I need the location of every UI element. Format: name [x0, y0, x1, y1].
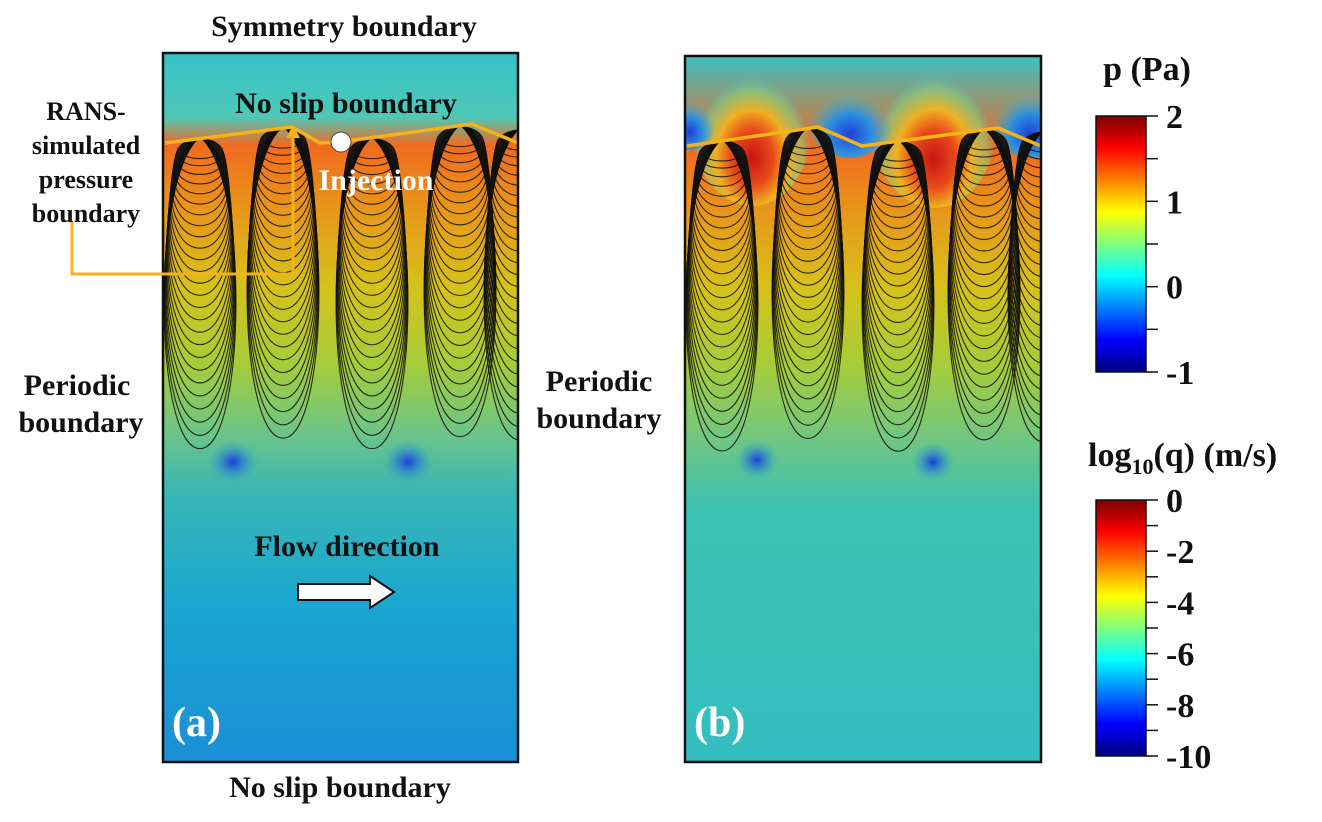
flux-colorbar-ramp: [1095, 499, 1147, 757]
pressure-colorbar: p (Pa) 2 1 0 -1: [1095, 51, 1194, 392]
panel-b-streamline: [1019, 131, 1041, 169]
panel-b-streamline: [783, 127, 833, 165]
panel-a-streamline: [495, 129, 518, 167]
panel-a-streamline: [494, 129, 518, 176]
flux-title-prefix: log: [1088, 437, 1131, 474]
flux-colorbar-title: log10(q) (m/s): [1088, 437, 1277, 479]
panel-a-streamlines: [163, 126, 518, 450]
panel-a-streamline: [163, 138, 237, 450]
panel-b-streamline: [771, 128, 845, 440]
pressure-colorbar-title: p (Pa): [1103, 51, 1191, 88]
panel-b-frame: [683, 54, 1043, 764]
periodic-left-label-1: Periodic: [24, 369, 131, 402]
panel-a-label: (a): [172, 700, 221, 746]
flow-direction-arrow: [297, 574, 396, 610]
panel-a-streamline: [436, 126, 484, 155]
panel-b: Periodic boundary (b): [536, 54, 1043, 764]
panel-b-label: (b): [694, 700, 745, 746]
injection-marker: [330, 131, 352, 153]
rans-callout-line: [70, 134, 295, 276]
panel-a-streamline: [259, 127, 307, 156]
panel-b-streamline: [782, 127, 834, 175]
panel-a-streamline: [175, 138, 225, 176]
panel-b-streamline: [947, 129, 1021, 441]
periodic-left-label-2: boundary: [18, 406, 143, 439]
panel-b-low-spot-2: [911, 442, 955, 482]
pressure-colorbar-tick-label: 2: [1166, 99, 1183, 136]
panel-a-streamline: [258, 127, 308, 165]
panel-a-streamline: [257, 127, 309, 175]
panel-b-streamline: [959, 129, 1009, 167]
panel-a-frame: [161, 51, 520, 764]
flux-colorbar-tick-label: -6: [1166, 637, 1194, 674]
panel-a-streamline: [246, 127, 320, 439]
panel-b-bottom-low: [827, 740, 963, 762]
symmetry-boundary-label: Symmetry boundary: [211, 10, 477, 43]
panel-a-streamline: [435, 126, 485, 164]
panel-b-streamline: [873, 140, 923, 178]
panel-a-streamline: [346, 138, 398, 185]
no-slip-bottom-label: No slip boundary: [229, 771, 451, 804]
rans-label-line-1: RANS-: [46, 97, 125, 126]
panel-b-streamline: [696, 140, 748, 187]
panel-a-low-spot-1: [207, 440, 259, 484]
flux-title-subscript: 10: [1131, 454, 1153, 479]
panel-a-streamline: [348, 138, 396, 167]
panel-b-streamline: [861, 140, 935, 452]
periodic-right-label-1: Periodic: [546, 365, 653, 398]
panel-a-streamline: [176, 138, 224, 167]
panel-b-streamline: [874, 140, 922, 169]
panel-b-streamline: [872, 140, 924, 188]
panel-b-pressure-low-3: [685, 90, 716, 150]
periodic-right-label-2: boundary: [536, 402, 661, 435]
pressure-colorbar-tick-label: 1: [1166, 184, 1183, 221]
panel-b-low-spot-1: [735, 440, 779, 480]
rans-callout-arrowhead: [286, 125, 300, 138]
panel-b-streamline: [958, 129, 1010, 176]
pressure-colorbar-tick-label: 0: [1166, 270, 1183, 307]
rans-label-line-3: pressure: [39, 165, 133, 194]
panel-b-interface-line: [686, 125, 1041, 148]
panel-b-streamline: [698, 140, 746, 169]
rans-label-line-4: boundary: [32, 199, 140, 228]
panel-a-streamline: [335, 138, 409, 450]
pressure-colorbar-ramp: [1095, 115, 1147, 373]
panel-b-streamline: [1007, 132, 1041, 442]
panel-b-streamlines: [685, 127, 1041, 452]
panel-a-streamline: [423, 126, 497, 438]
injection-label: Injection: [319, 164, 434, 197]
flux-colorbar: log10(q) (m/s) 0 -2 -4 -6 -8 -10: [1088, 437, 1277, 776]
flux-colorbar-tick-label: -4: [1166, 585, 1194, 622]
flux-colorbar-tick-label: -2: [1166, 534, 1194, 571]
panel-a-streamline: [483, 129, 518, 441]
panel-a-interface-line: [164, 122, 518, 145]
panel-b-pressure-high-2: [872, 56, 996, 208]
panel-a-bottom-low: [281, 730, 459, 762]
panel-b-streamline: [960, 129, 1008, 158]
panel-a-streamline: [434, 126, 486, 173]
panel-b-streamline: [1018, 131, 1041, 178]
pressure-colorbar-tick-label: -1: [1166, 355, 1194, 392]
panel-b-streamline: [685, 140, 759, 452]
panel-b-streamline: [784, 127, 832, 157]
flow-direction-label: Flow direction: [254, 530, 440, 563]
flux-colorbar-tick-label: -10: [1166, 739, 1211, 776]
no-slip-inner-label: No slip boundary: [235, 87, 457, 120]
panel-a-streamline: [347, 138, 397, 176]
flux-colorbar-tick-label: -8: [1166, 688, 1194, 725]
panel-b-streamline: [697, 140, 747, 178]
panel-a: Symmetry boundary No slip boundary RANS-…: [18, 10, 520, 804]
panel-a-low-spot-2: [382, 440, 434, 484]
flux-title-suffix: (q) (m/s): [1153, 437, 1277, 474]
rans-label-line-2: simulated: [32, 131, 141, 160]
panel-a-streamline: [174, 138, 226, 185]
flux-colorbar-tick-label: 0: [1166, 483, 1183, 520]
panel-a-streamline: [496, 129, 518, 158]
